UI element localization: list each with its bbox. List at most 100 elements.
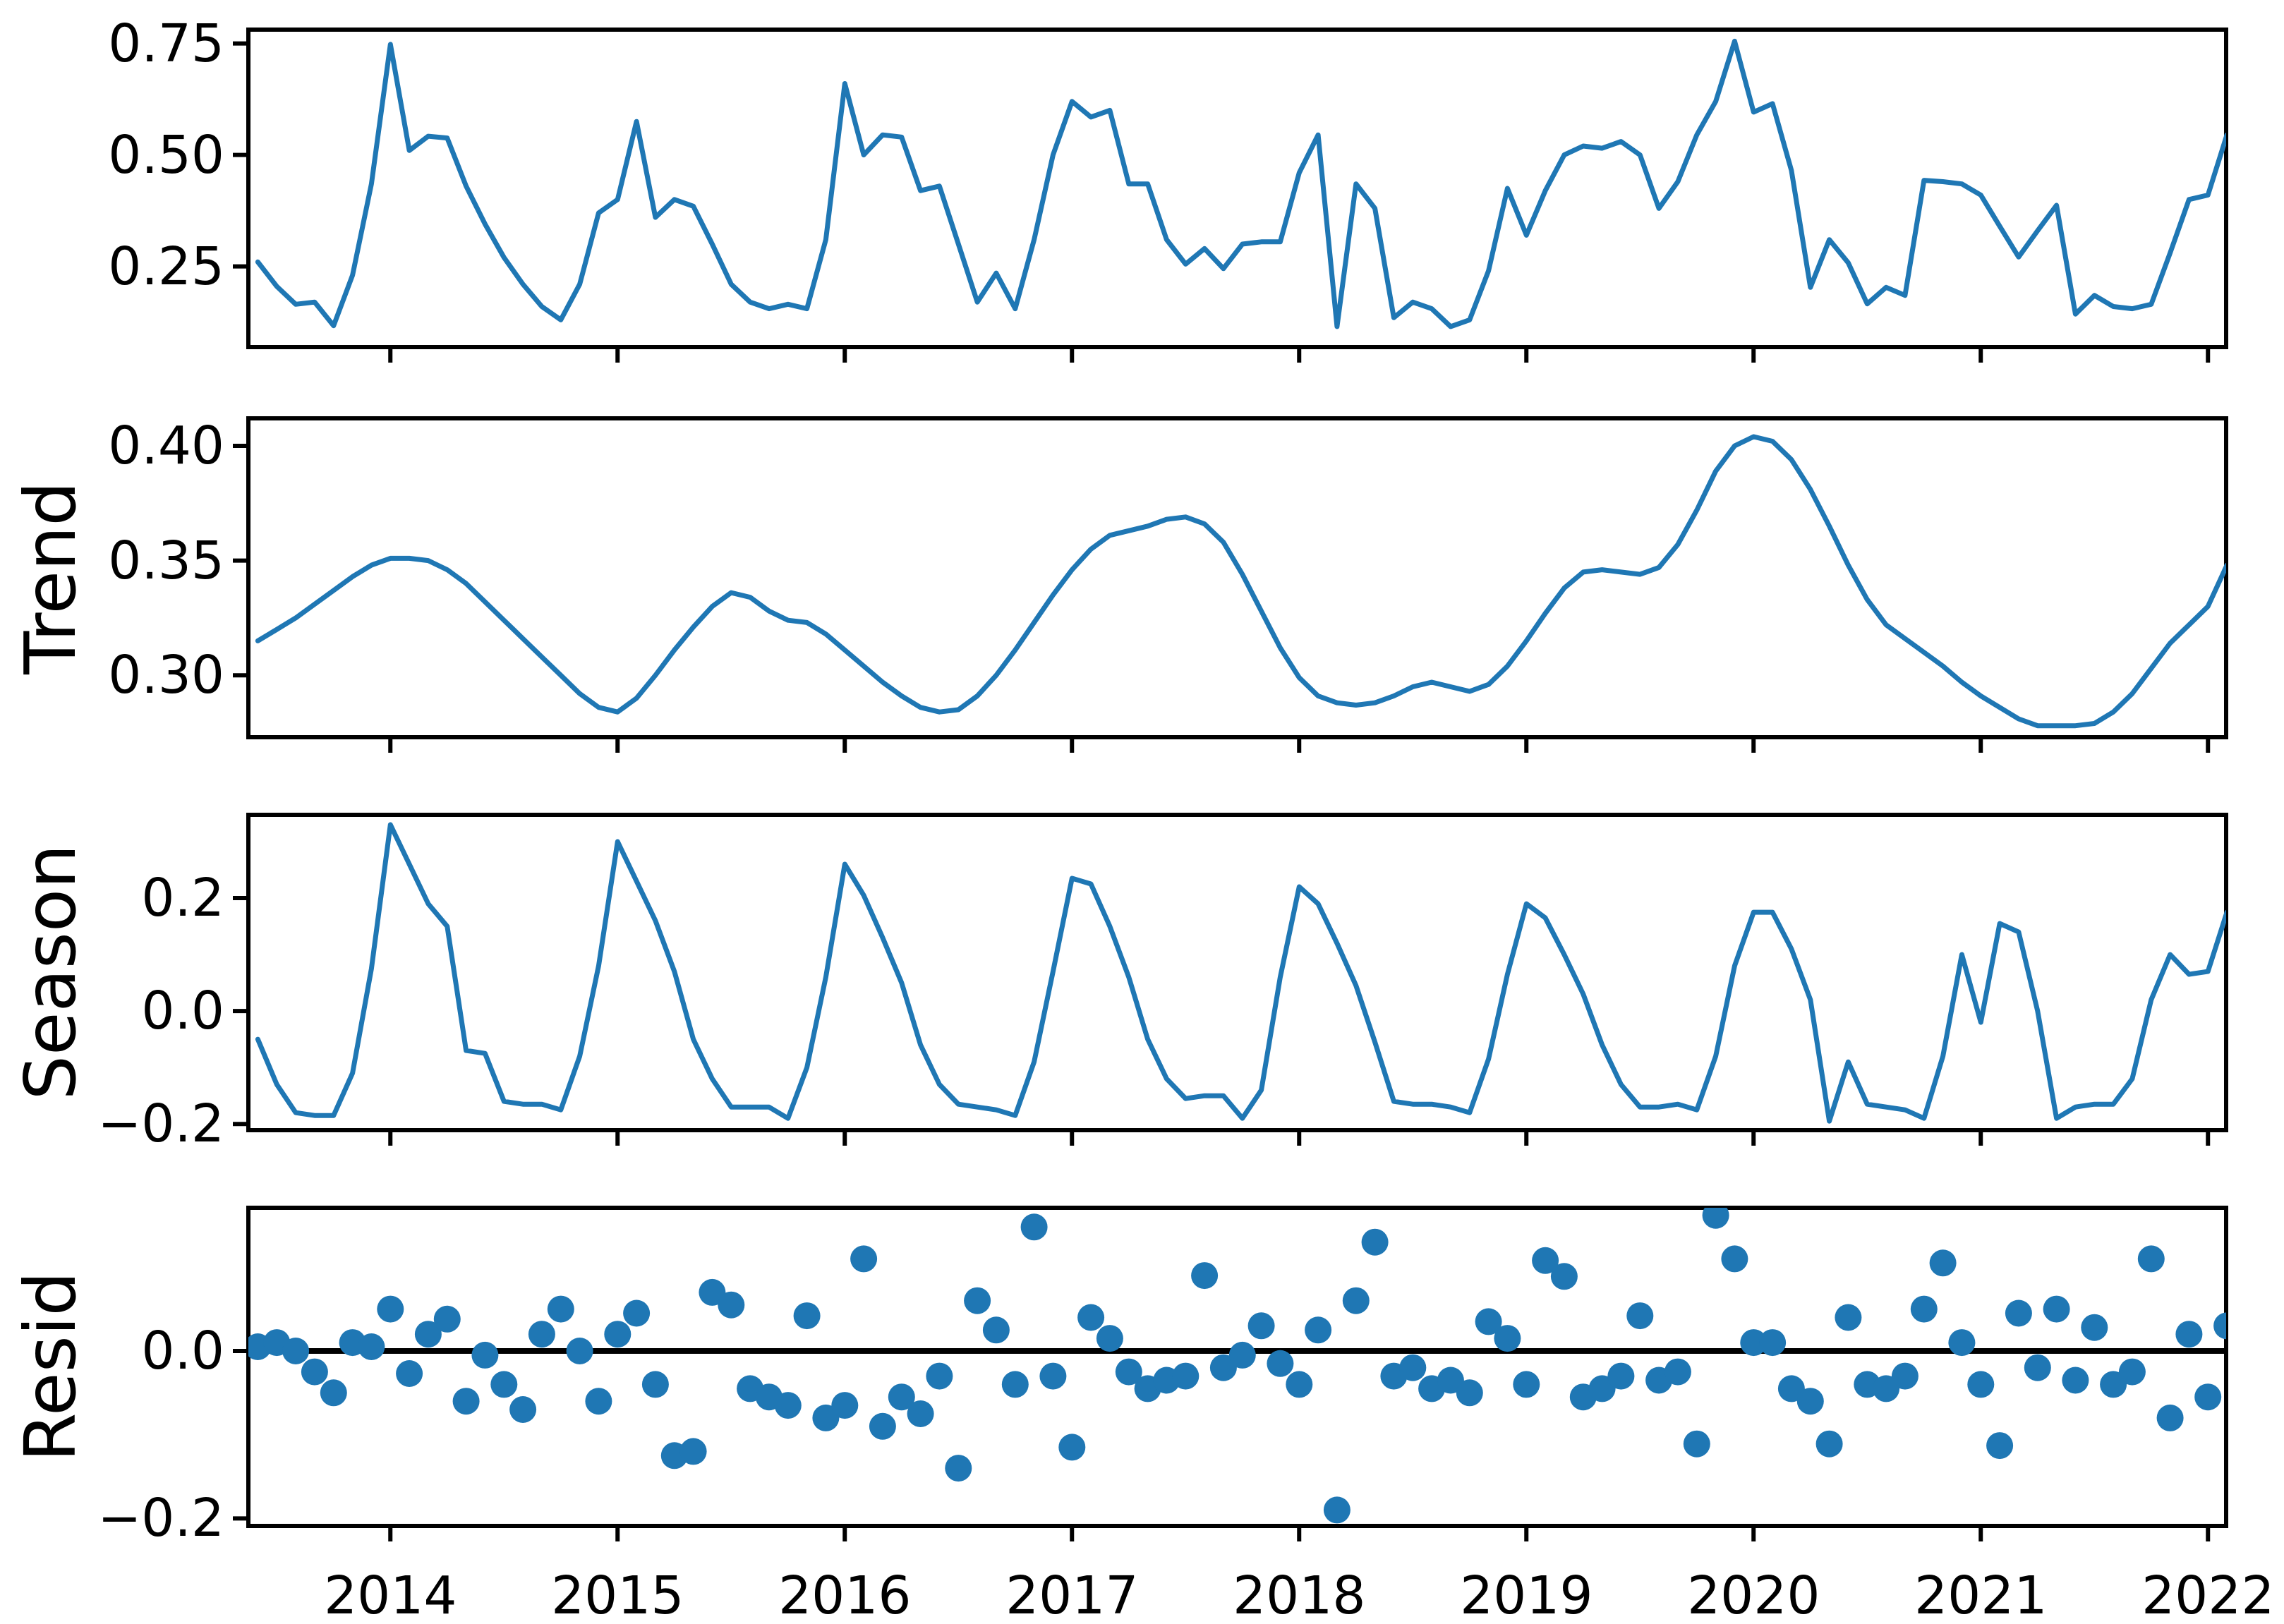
observed-line — [255, 38, 2226, 329]
resid-point — [1891, 1362, 1919, 1390]
resid-point — [1702, 1208, 1729, 1229]
resid-point — [945, 1455, 972, 1482]
resid-point — [566, 1338, 593, 1364]
xtick-label-2022: 2022 — [2141, 1565, 2275, 1624]
resid-point — [2062, 1367, 2089, 1394]
xtick-label-2017: 2017 — [1005, 1565, 1139, 1624]
resid-point — [1607, 1362, 1635, 1390]
resid-point — [1286, 1371, 1313, 1398]
resid-point — [1323, 1496, 1351, 1524]
resid-point — [1626, 1302, 1654, 1330]
resid-point — [396, 1360, 423, 1387]
resid-point — [1588, 1375, 1616, 1402]
resid-point — [1305, 1316, 1332, 1344]
resid-point — [1020, 1213, 1048, 1241]
resid-point — [1494, 1325, 1521, 1352]
resid-point — [1683, 1430, 1710, 1458]
resid-point — [585, 1388, 612, 1415]
resid-point — [1986, 1432, 2014, 1460]
xtick-label-2016: 2016 — [778, 1565, 912, 1624]
resid-point — [699, 1278, 726, 1306]
resid-point — [641, 1371, 669, 1398]
resid-point — [1513, 1371, 1540, 1398]
resid-point — [679, 1438, 707, 1465]
resid-point — [1721, 1245, 1748, 1273]
resid-point — [2194, 1383, 2222, 1411]
resid-point — [509, 1396, 537, 1423]
xtick-label-2018: 2018 — [1233, 1565, 1366, 1624]
xtick-label-2015: 2015 — [551, 1565, 684, 1624]
resid-point — [301, 1358, 328, 1386]
resid-point — [528, 1321, 555, 1348]
season-axes — [246, 813, 2228, 1132]
resid-point — [452, 1388, 480, 1415]
xtick-label-2019: 2019 — [1460, 1565, 1593, 1624]
resid-point — [2137, 1245, 2165, 1273]
resid-point — [2005, 1299, 2032, 1327]
season-ytick-label: −0.2 — [97, 1093, 224, 1155]
resid-ytick-label: 0.0 — [141, 1320, 224, 1381]
resid-point — [1835, 1304, 1862, 1331]
resid-point — [1740, 1329, 1768, 1357]
xtick-label-2014: 2014 — [324, 1565, 457, 1624]
resid-point — [926, 1362, 953, 1390]
resid-point — [414, 1321, 442, 1348]
resid-point — [2156, 1404, 2184, 1431]
resid-point — [1664, 1358, 1691, 1386]
resid-point — [2024, 1354, 2051, 1381]
resid-point — [320, 1379, 347, 1407]
resid-point — [1096, 1325, 1123, 1352]
resid-point — [1077, 1304, 1105, 1331]
resid-point — [1532, 1247, 1559, 1274]
resid-point — [2043, 1295, 2070, 1323]
resid-point — [490, 1371, 518, 1398]
resid-point — [1191, 1262, 1219, 1290]
resid-point — [433, 1305, 461, 1333]
resid-point — [869, 1412, 896, 1440]
resid-point — [471, 1341, 499, 1369]
trend-axes — [246, 416, 2228, 739]
resid-ytick-label: −0.2 — [97, 1488, 224, 1549]
resid-point — [1550, 1263, 1578, 1290]
trend-ytick-label: 0.30 — [108, 645, 224, 706]
resid-point — [774, 1392, 802, 1419]
resid-point — [1815, 1430, 1843, 1458]
trend-ytick-label: 0.35 — [108, 530, 224, 591]
resid-point — [547, 1295, 574, 1323]
resid-point — [812, 1404, 840, 1431]
observed-axes — [246, 28, 2228, 349]
xtick-label-2020: 2020 — [1687, 1565, 1820, 1624]
resid-point — [1172, 1362, 1200, 1390]
resid-point — [1247, 1312, 1275, 1340]
resid-point — [2175, 1321, 2203, 1348]
resid-point — [1209, 1354, 1237, 1381]
resid-point — [982, 1316, 1010, 1344]
resid-point — [1475, 1308, 1502, 1335]
resid-point — [604, 1321, 632, 1348]
resid-point — [282, 1338, 310, 1364]
resid-point — [1456, 1379, 1483, 1407]
resid-point — [1039, 1362, 1067, 1390]
resid-point — [1796, 1388, 1824, 1415]
resid-point — [1873, 1375, 1900, 1402]
trend-line — [255, 434, 2226, 729]
resid-point — [831, 1392, 859, 1419]
resid-point — [358, 1333, 385, 1360]
trend-ytick-label: 0.40 — [108, 416, 224, 477]
observed-ytick-label: 0.50 — [108, 124, 224, 186]
resid-point — [1399, 1354, 1427, 1381]
season-ytick-label: 0.0 — [141, 981, 224, 1042]
resid-point — [718, 1291, 745, 1319]
resid-point — [964, 1287, 991, 1314]
resid-point — [888, 1383, 915, 1411]
resid-point — [2118, 1358, 2146, 1386]
resid-point — [907, 1400, 934, 1427]
resid-point — [1228, 1341, 1256, 1369]
resid-point — [1967, 1371, 1995, 1398]
xtick-label-2021: 2021 — [1914, 1565, 2048, 1624]
resid-point — [377, 1295, 404, 1323]
observed-ytick-label: 0.75 — [108, 13, 224, 74]
resid-points — [248, 1208, 2226, 1524]
